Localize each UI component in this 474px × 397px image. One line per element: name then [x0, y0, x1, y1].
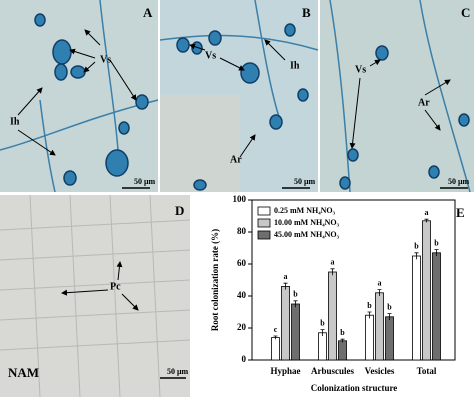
annotation: Ar: [418, 97, 430, 108]
bar: [328, 271, 337, 361]
error-bar: [387, 313, 392, 320]
scale-bar: 50 μm: [448, 177, 470, 186]
bar: [318, 332, 327, 361]
legend-label: 10.00 mM NH₄NO₃: [274, 218, 340, 227]
chart: E Root colonization rate (%) Colonizatio…: [210, 194, 465, 393]
legend-label: 0.25 mM NH₄NO₃: [274, 206, 336, 215]
annotation: Ih: [290, 60, 300, 71]
significance-letter: a: [378, 278, 382, 287]
y-axis-label: Root colonization rate (%): [210, 229, 220, 331]
y-tick-label: 100: [233, 194, 247, 204]
significance-letter: b: [387, 302, 392, 311]
panel-a: A Vs Ih 50 μm: [0, 0, 159, 193]
annotation: Pc: [110, 281, 121, 292]
error-bar: [434, 249, 439, 256]
annotation: Ih: [10, 116, 20, 127]
x-tick-label: Arbuscules: [311, 366, 355, 376]
panel-d: D Pc NAM 50 μm: [0, 194, 191, 397]
significance-letter: b: [320, 318, 325, 327]
significance-letter: b: [414, 242, 419, 251]
treatment-label: NAM: [8, 365, 39, 380]
legend-swatch: [257, 206, 271, 216]
annotation: Vs: [355, 64, 366, 75]
scale-bar: 50 μm: [134, 177, 156, 186]
scale-bar: 50 μm: [294, 177, 316, 186]
y-tick-label: 40: [237, 290, 247, 300]
error-bar: [293, 300, 298, 308]
error-bar: [330, 268, 335, 276]
x-tick-label: Total: [417, 366, 437, 376]
bar: [291, 303, 300, 361]
significance-letter: b: [434, 238, 439, 247]
error-bar: [377, 289, 382, 296]
bar: [412, 255, 421, 361]
bar: [271, 337, 280, 361]
y-tick-label: 20: [237, 322, 247, 332]
error-bar: [424, 218, 429, 223]
significance-letter: a: [284, 272, 288, 281]
error-bar: [320, 329, 325, 336]
x-axis-label: Colonization structure: [311, 383, 398, 393]
bar: [281, 285, 290, 361]
y-tick-label: 60: [237, 258, 247, 268]
legend-swatch: [257, 218, 271, 228]
panel-b: B Vs Ih Ar 50 μm: [159, 0, 319, 192]
panel-label: C: [461, 5, 470, 20]
bar: [375, 292, 384, 361]
error-bar: [273, 335, 278, 340]
y-tick-label: 0: [242, 354, 247, 364]
bar: [338, 340, 347, 361]
annotation: Vs: [100, 54, 111, 65]
x-tick-label: Hyphae: [270, 366, 300, 376]
error-bar: [340, 338, 345, 343]
scale-bar: 50 μm: [167, 367, 189, 376]
error-bar: [414, 252, 419, 260]
annotation: Ar: [230, 154, 242, 165]
significance-letter: c: [274, 325, 278, 334]
significance-letter: b: [293, 290, 298, 299]
panel-label: B: [302, 5, 311, 20]
panel-label: A: [143, 5, 153, 20]
bar: [422, 220, 431, 361]
error-bar: [283, 282, 288, 290]
bar: [385, 316, 394, 361]
bar: [365, 314, 374, 361]
significance-letter: b: [367, 301, 372, 310]
y-tick-label: 80: [237, 226, 247, 236]
bar: [432, 252, 441, 361]
annotation: Vs: [205, 50, 216, 61]
x-tick-label: Vesicles: [365, 366, 395, 376]
panel-label: E: [456, 205, 465, 220]
panel-c: C Vs Ar 50 μm: [320, 0, 474, 193]
panel-label: D: [175, 203, 184, 218]
legend-label: 45.00 mM NH₄NO₃: [274, 230, 340, 239]
significance-letter: a: [425, 208, 429, 217]
significance-letter: a: [331, 258, 335, 267]
significance-letter: b: [340, 328, 345, 337]
error-bar: [367, 311, 372, 319]
legend-swatch: [257, 230, 271, 240]
